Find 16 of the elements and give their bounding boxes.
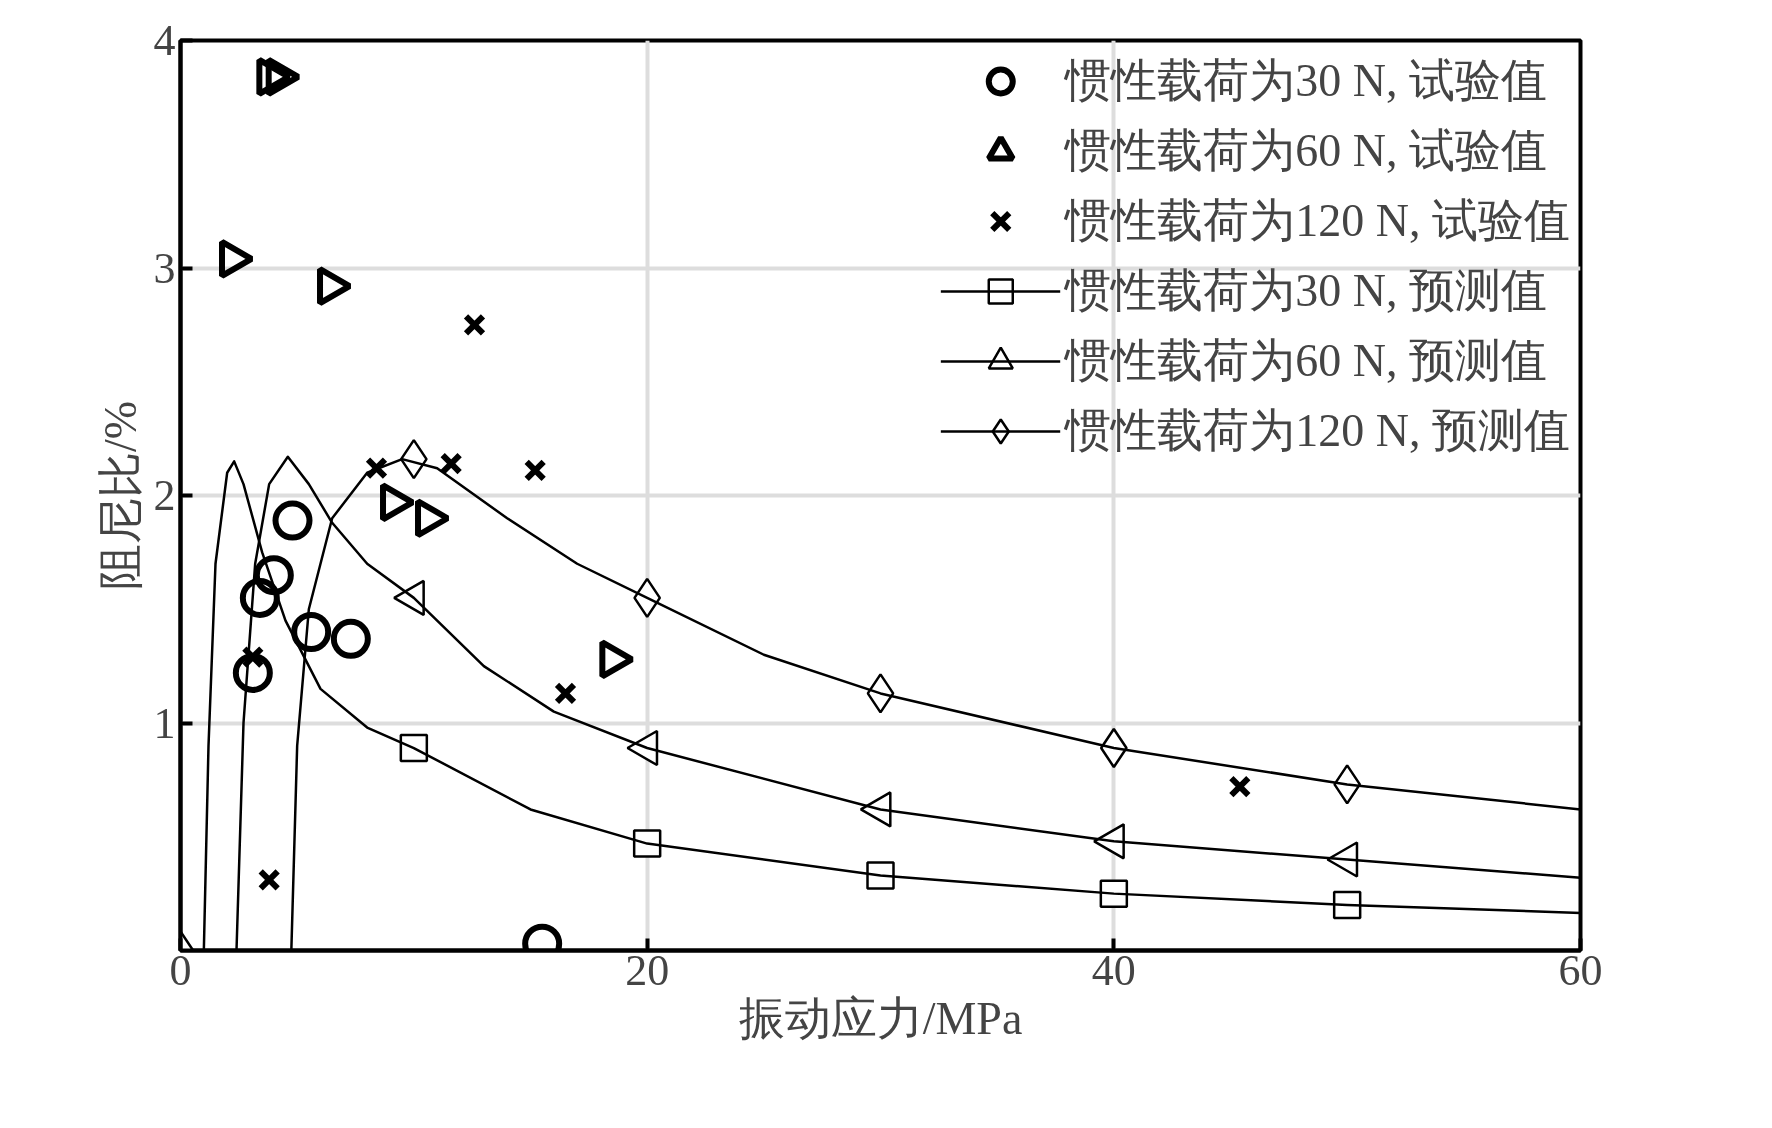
legend-label: 惯性载荷为60 N, 试验值 [1065,124,1547,178]
y-tick-label: 1 [153,698,176,748]
legend-label: 惯性载荷为30 N, 试验值 [1065,54,1547,108]
y-tick-label: 2 [153,471,176,520]
y-tick-label: 4 [153,16,176,65]
x-tick-label: 0 [169,945,192,995]
legend-label: 惯性载荷为60 N, 预测值 [1065,334,1547,388]
legend-label: 惯性载荷为120 N, 预测值 [1065,404,1570,458]
x-tick-label: 20 [625,945,670,995]
x-tick-label: 60 [1558,945,1603,995]
x-axis-title: 振动应力/MPa [738,992,1023,1044]
y-tick-label: 3 [153,243,176,293]
legend-label: 惯性载荷为30 N, 预测值 [1065,264,1547,318]
y-axis-title: 阻尼比/% [94,400,146,591]
legend-label: 惯性载荷为120 N, 试验值 [1065,194,1570,248]
x-tick-label: 40 [1091,945,1136,995]
